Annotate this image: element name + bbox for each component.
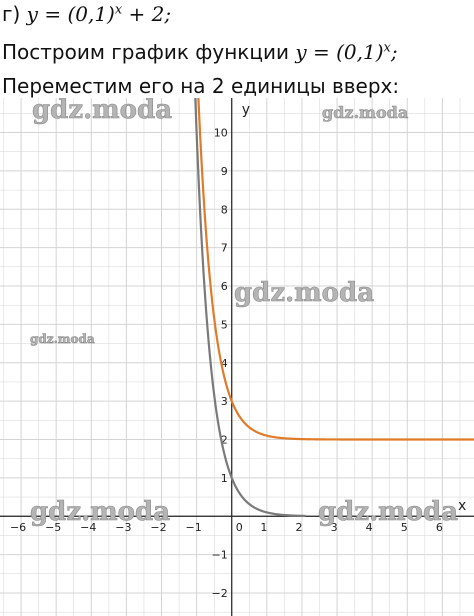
- y-tick-label: 6: [221, 280, 228, 293]
- x-tick-label: 5: [401, 521, 408, 534]
- y-axis-label: y: [242, 102, 250, 118]
- watermark-text: gdz.moda: [30, 332, 95, 346]
- x-tick-label: 4: [366, 521, 373, 534]
- task-formula: y = (0,1): [26, 2, 115, 26]
- y-tick-label: 5: [221, 318, 228, 331]
- x-tick-label: 0: [236, 521, 243, 534]
- watermark-text: gdz.moda: [234, 278, 374, 308]
- x-tick-label: 1: [260, 521, 267, 534]
- curves: [194, 98, 474, 518]
- task-formula-exponent: x: [114, 2, 123, 18]
- step-shift-up: Переместим его на 2 единицы вверх:: [2, 74, 400, 98]
- y-tick-label: 3: [221, 395, 228, 408]
- x-tick-label: −2: [150, 521, 166, 534]
- y-tick-label: −2: [212, 587, 228, 600]
- y-tick-label: 4: [221, 357, 228, 370]
- curve-base-exponential: [194, 98, 306, 518]
- watermark-text: gdz.moda: [32, 98, 172, 125]
- task-label: г): [2, 2, 27, 26]
- y-tick-label: 8: [221, 203, 228, 216]
- base-formula-tail: ;: [390, 40, 398, 64]
- task-formula-tail: + 2;: [122, 2, 172, 26]
- x-axis-label: x: [458, 498, 466, 514]
- x-tick-label: −1: [186, 521, 202, 534]
- base-formula: y = (0,1): [295, 40, 384, 64]
- x-tick-label: −3: [115, 521, 131, 534]
- axes: xy: [0, 98, 474, 616]
- grid-lines: [0, 98, 474, 616]
- x-tick-label: −5: [45, 521, 61, 534]
- y-tick-label: 7: [221, 242, 228, 255]
- x-tick-label: 2: [295, 521, 302, 534]
- x-tick-label: −6: [10, 521, 26, 534]
- x-tick-label: −4: [80, 521, 96, 534]
- curve-shifted-exponential: [197, 98, 474, 441]
- step-text: Построим график функции: [2, 40, 296, 64]
- tick-labels: −6 −5 −4 −3 −2 −1 0 1 2 3 4 5 6 −2 −1 1 2 3 4 5 6 7 8 9 10: [10, 127, 443, 600]
- step-build-graph: Построим график функции y = (0,1)x;: [2, 40, 398, 64]
- y-tick-label: 2: [221, 433, 228, 446]
- y-tick-label: 10: [214, 127, 228, 140]
- x-tick-label: 6: [436, 521, 443, 534]
- y-tick-label: 1: [221, 472, 228, 485]
- base-formula-exponent: x: [383, 40, 391, 56]
- task-heading: г) y = (0,1)x + 2;: [2, 2, 171, 26]
- watermark-text: gdz.moda: [322, 103, 408, 122]
- x-tick-label: 3: [331, 521, 338, 534]
- y-tick-label: −1: [212, 549, 228, 562]
- y-tick-label: 9: [221, 165, 228, 178]
- watermark-text: gdz.moda: [30, 497, 170, 527]
- watermarks: gdz.moda gdz.moda gdz.moda gdz.moda gdz.moda…: [30, 98, 459, 527]
- watermark-text: gdz.moda: [318, 497, 458, 527]
